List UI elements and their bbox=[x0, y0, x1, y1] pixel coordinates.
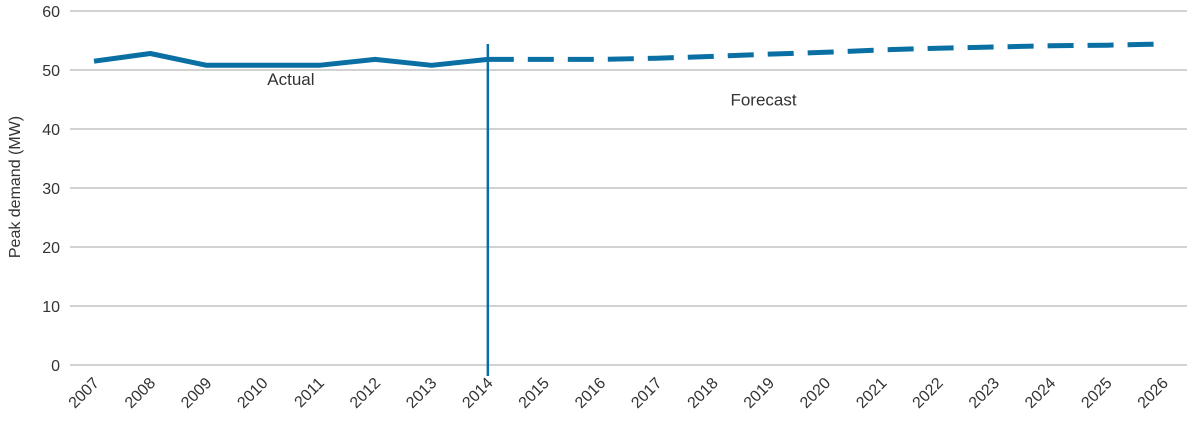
y-tick-label: 50 bbox=[42, 63, 60, 80]
annotation-label: Forecast bbox=[730, 90, 796, 109]
annotation-label: Actual bbox=[267, 70, 314, 89]
y-tick-label: 60 bbox=[42, 4, 60, 21]
series-line-solid bbox=[93, 51, 489, 68]
x-tick-label: 2016 bbox=[572, 375, 609, 412]
series-lines bbox=[93, 41, 1164, 68]
x-tick-label: 2018 bbox=[685, 375, 722, 412]
grid-lines bbox=[70, 10, 1187, 366]
x-tick-labels: 2007 2008 2009 2010 2011 2012 2013 2014 2015 2016… bbox=[66, 375, 1172, 412]
x-tick-label: 2009 bbox=[178, 375, 215, 412]
y-tick-labels: 0 10 20 30 40 50 60 bbox=[42, 4, 60, 375]
x-tick-label: 2008 bbox=[122, 375, 159, 412]
x-tick-label: 2013 bbox=[403, 375, 440, 412]
x-tick-label: 2019 bbox=[741, 375, 778, 412]
x-tick-label: 2026 bbox=[1135, 375, 1172, 412]
annotations: Actual Forecast bbox=[267, 70, 797, 110]
y-tick-label: 10 bbox=[42, 299, 60, 316]
x-tick-label: 2010 bbox=[234, 375, 271, 412]
y-tick-label: 40 bbox=[42, 122, 60, 139]
y-axis-title: Peak demand (MW) bbox=[7, 116, 24, 258]
x-tick-label: 2023 bbox=[966, 375, 1003, 412]
x-tick-label: 2021 bbox=[853, 375, 890, 412]
x-tick-label: 2022 bbox=[910, 375, 947, 412]
x-tick-label: 2007 bbox=[66, 375, 103, 412]
x-tick-label: 2015 bbox=[516, 375, 553, 412]
y-tick-label: 30 bbox=[42, 181, 60, 198]
x-tick-label: 2025 bbox=[1078, 375, 1115, 412]
x-tick-label: 2014 bbox=[459, 375, 496, 412]
x-tick-label: 2020 bbox=[797, 375, 834, 412]
series-line-dashed bbox=[487, 41, 1164, 62]
x-tick-label: 2011 bbox=[292, 375, 328, 411]
y-tick-label: 20 bbox=[42, 240, 60, 257]
x-tick-label: 2017 bbox=[628, 375, 665, 412]
x-tick-label: 2024 bbox=[1022, 375, 1059, 412]
y-tick-label: 0 bbox=[51, 358, 60, 375]
x-tick-label: 2012 bbox=[347, 375, 384, 412]
